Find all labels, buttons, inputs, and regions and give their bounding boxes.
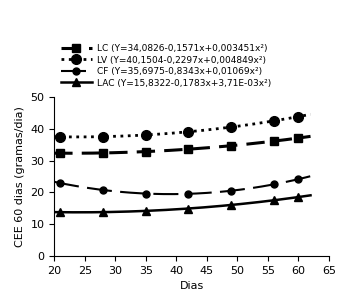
X-axis label: Dias: Dias: [179, 281, 204, 291]
Y-axis label: CEE 60 dias (gramas/dia): CEE 60 dias (gramas/dia): [15, 106, 25, 247]
Legend: LC (Y=34,0826-0,1571x+0,003451x²), LV (Y=40,1504-0,2297x+0,004849x²), CF (Y=35,6: LC (Y=34,0826-0,1571x+0,003451x²), LV (Y…: [59, 42, 273, 89]
